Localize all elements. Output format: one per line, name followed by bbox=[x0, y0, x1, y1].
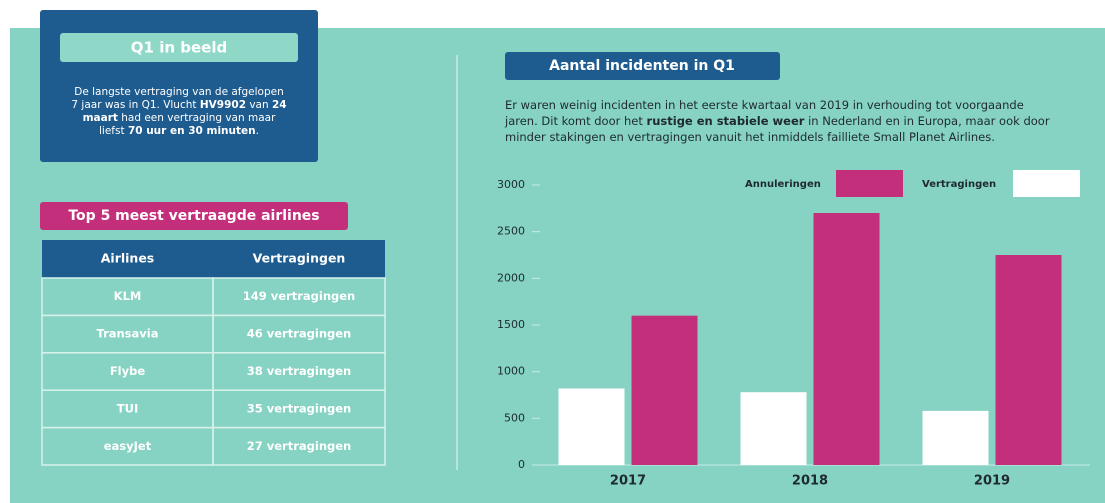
bar bbox=[922, 410, 989, 465]
table-cell-text: 38 vertragingen bbox=[247, 364, 351, 378]
text-segment: jaren. Dit komt door het bbox=[504, 114, 647, 128]
q1-title-bar bbox=[60, 33, 298, 62]
paragraph-line: liefst 70 uur en 30 minuten. bbox=[99, 125, 259, 137]
text-segment: 24 bbox=[272, 99, 287, 111]
legend-label: Vertragingen bbox=[922, 179, 996, 190]
q1-title: Q1 in beeld bbox=[131, 39, 227, 57]
text-segment: had een vertraging van maar bbox=[118, 112, 276, 124]
table-cell-text: 35 vertragingen bbox=[247, 401, 351, 415]
x-tick-label: 2018 bbox=[792, 474, 828, 489]
y-tick-label: 2000 bbox=[497, 271, 525, 284]
text-segment: . bbox=[256, 125, 259, 137]
paragraph-line: minder stakingen en vertragingen vanuit … bbox=[505, 130, 995, 144]
table-header-cell: Airlines bbox=[101, 251, 155, 266]
bar bbox=[631, 315, 698, 465]
legend-label: Annuleringen bbox=[745, 179, 821, 190]
text-segment: 70 uur en 30 minuten bbox=[128, 125, 256, 137]
table-title: Top 5 meest vertraagde airlines bbox=[68, 208, 319, 224]
text-segment: HV9902 bbox=[200, 99, 246, 111]
content: De langste vertraging van de afgelopen7 … bbox=[41, 86, 1090, 489]
text-segment: liefst bbox=[99, 125, 128, 137]
text-segment: in Nederland en in Europa, maar ook door bbox=[804, 114, 1049, 128]
bar bbox=[558, 388, 625, 465]
y-tick-label: 2500 bbox=[497, 225, 525, 238]
chart-title: Aantal incidenten in Q1 bbox=[549, 58, 735, 74]
table-header bbox=[42, 240, 385, 278]
x-tick-label: 2017 bbox=[610, 474, 646, 489]
text-segment: 7 jaar was in Q1. Vlucht bbox=[71, 99, 199, 111]
table-cell-text: TUI bbox=[117, 401, 138, 415]
text-segment: De langste vertraging van de afgelopen bbox=[74, 86, 284, 98]
text-segment: minder stakingen en vertragingen vanuit … bbox=[505, 130, 995, 144]
bar bbox=[995, 255, 1062, 465]
y-tick-label: 3000 bbox=[497, 178, 525, 191]
x-tick-label: 2019 bbox=[974, 474, 1010, 489]
text-segment: rustige en stabiele weer bbox=[647, 114, 805, 128]
paragraph-line: 7 jaar was in Q1. Vlucht HV9902 van 24 bbox=[71, 99, 286, 111]
bar bbox=[740, 392, 807, 465]
paragraph-line: jaren. Dit komt door het rustige en stab… bbox=[504, 114, 1050, 128]
y-tick-label: 1500 bbox=[497, 318, 525, 331]
table-cell-text: Transavia bbox=[96, 327, 158, 341]
table-cell-text: 46 vertragingen bbox=[247, 327, 351, 341]
table-cell bbox=[212, 426, 386, 466]
paragraph-line: De langste vertraging van de afgelopen bbox=[74, 86, 284, 98]
paragraph-line: maart had een vertraging van maar bbox=[83, 112, 276, 124]
text-segment: Er waren weinig incidenten in het eerste… bbox=[505, 98, 1024, 112]
text-segment: van bbox=[246, 99, 272, 111]
chart-title-bar bbox=[505, 52, 780, 80]
table-cell-text: KLM bbox=[114, 289, 142, 303]
table-header-cell: Vertragingen bbox=[253, 251, 346, 266]
table-cell-text: 149 vertragingen bbox=[243, 289, 355, 303]
table-title-bar bbox=[40, 202, 348, 230]
legend-swatch bbox=[836, 170, 903, 197]
y-tick-label: 500 bbox=[504, 411, 525, 424]
table-cell-text: Flybe bbox=[110, 364, 146, 378]
table-cell-text: 27 vertragingen bbox=[247, 439, 351, 453]
text-segment: maart bbox=[83, 112, 118, 124]
legend-swatch bbox=[1013, 170, 1080, 197]
table-cell-text: easyJet bbox=[104, 439, 152, 453]
y-tick-label: 0 bbox=[518, 458, 525, 471]
bar bbox=[813, 213, 880, 465]
y-tick-label: 1000 bbox=[497, 365, 525, 378]
paragraph-line: Er waren weinig incidenten in het eerste… bbox=[505, 98, 1024, 112]
